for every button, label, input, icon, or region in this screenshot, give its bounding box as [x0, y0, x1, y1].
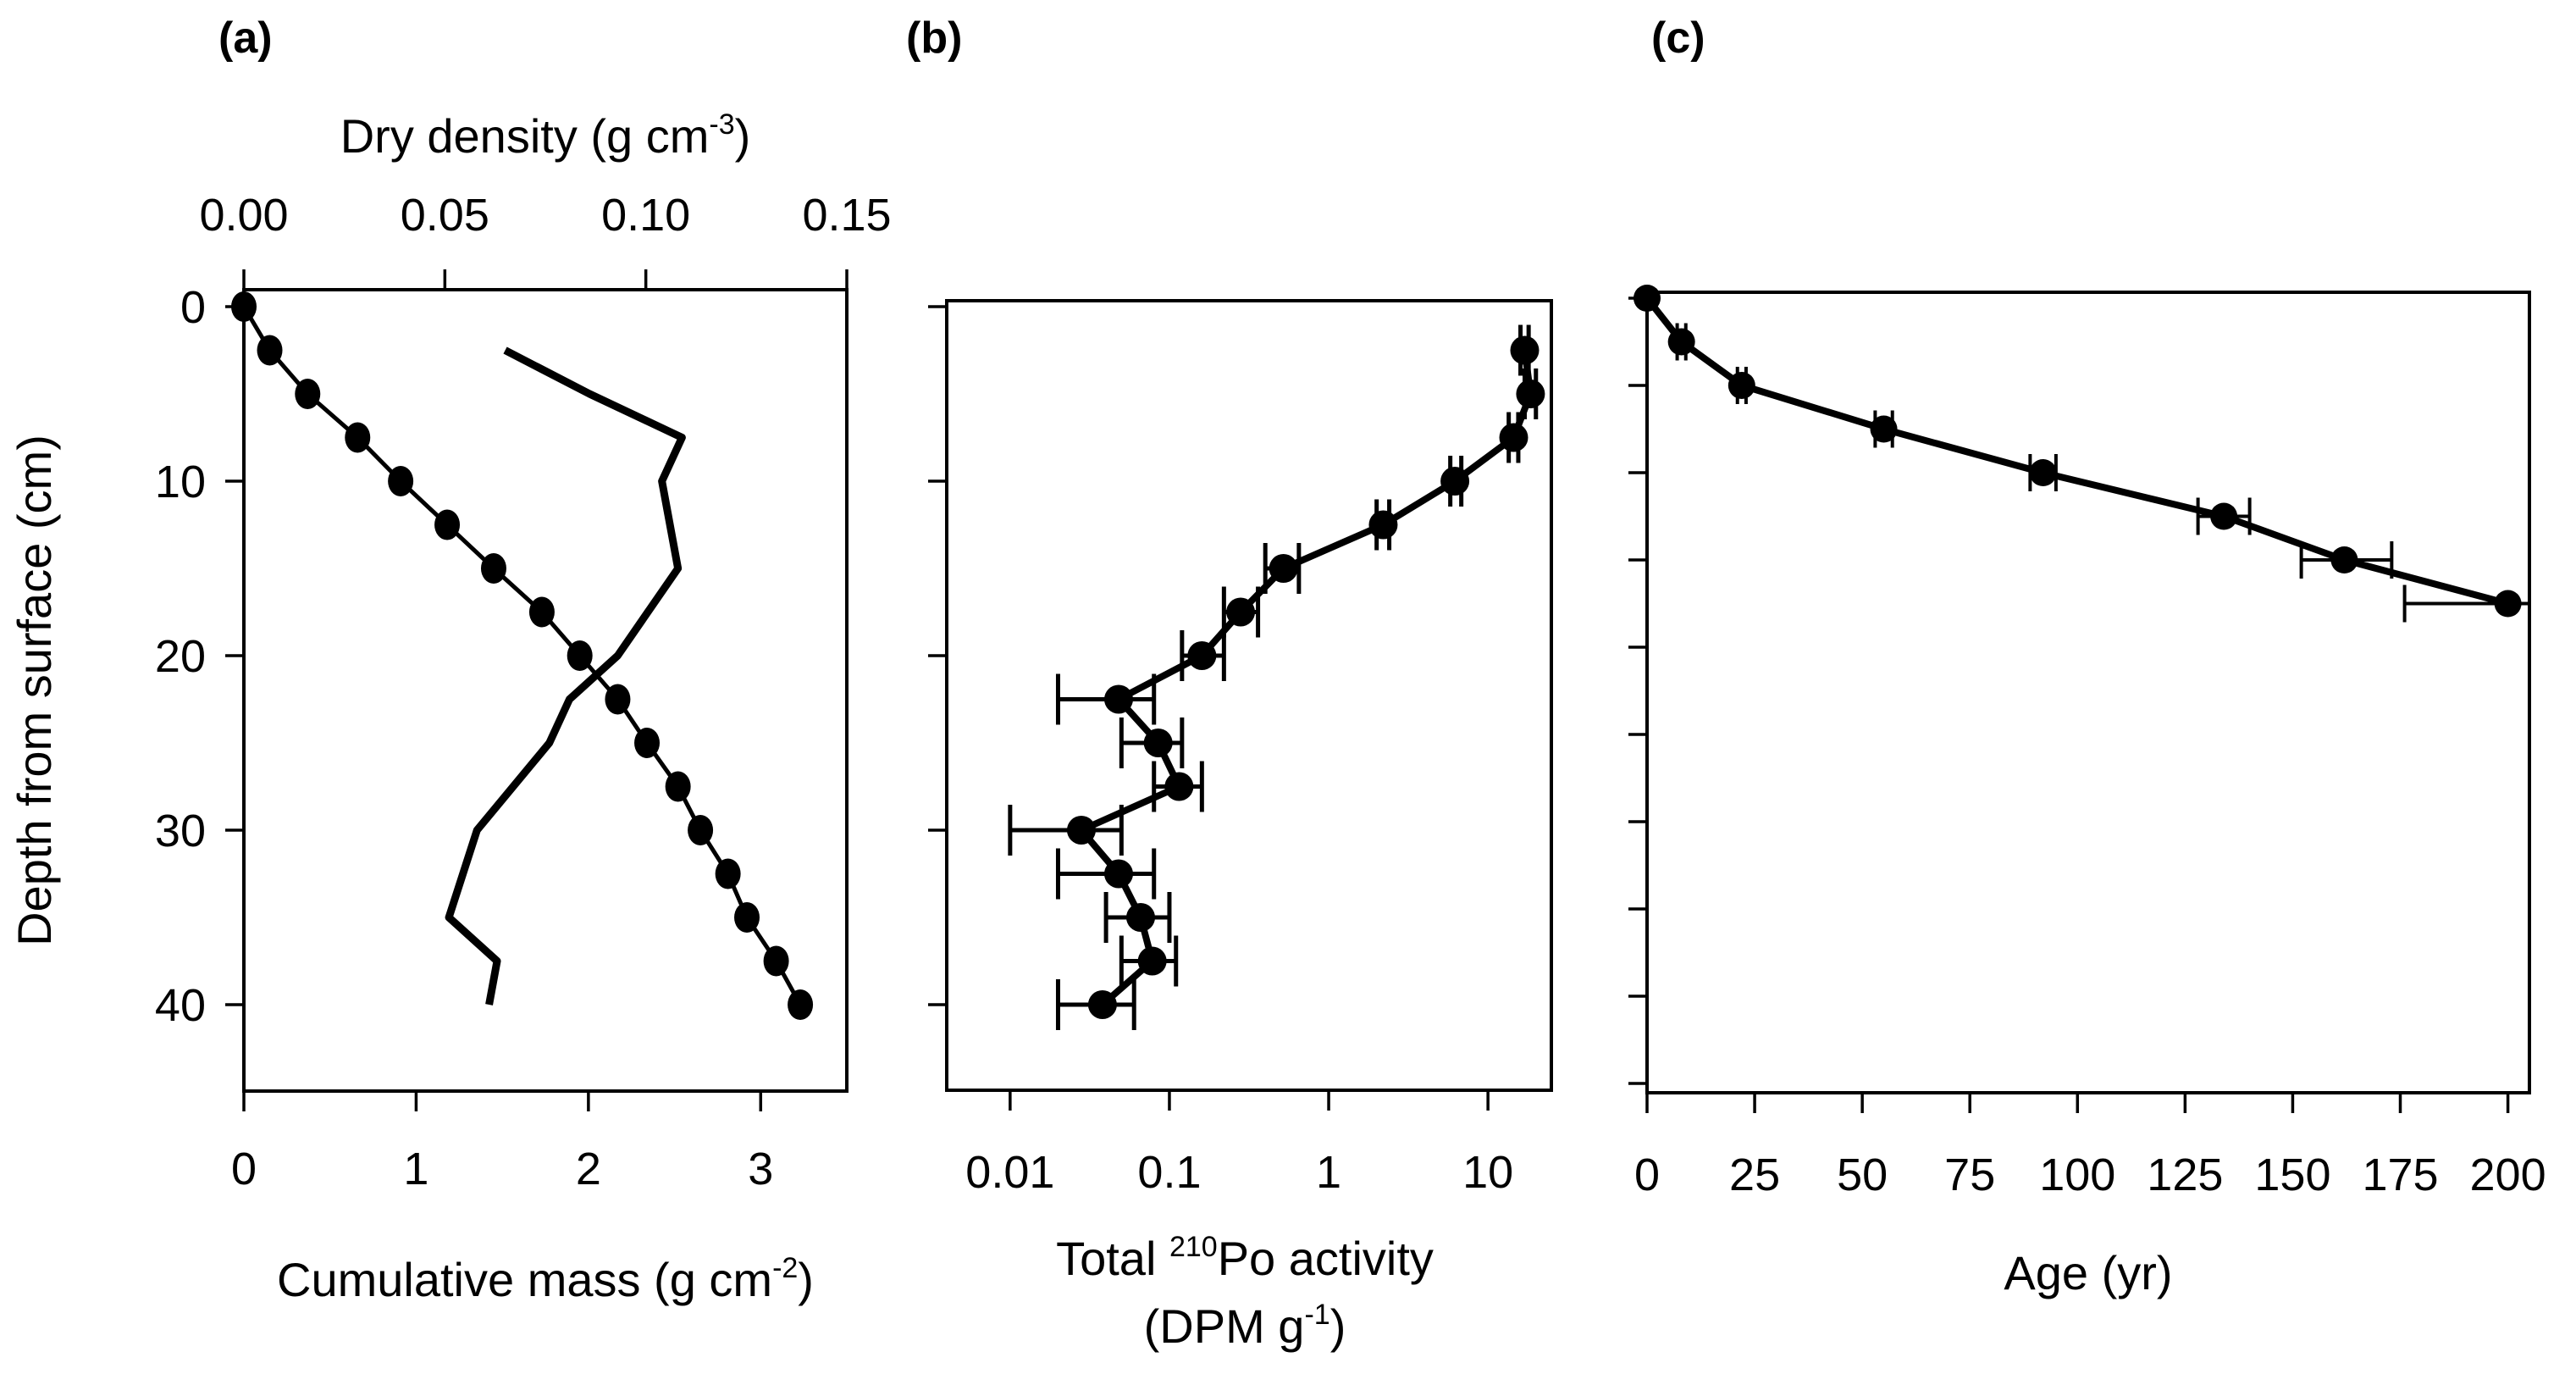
cumulative-mass-point: [345, 422, 371, 453]
x-tick-label: 100: [2039, 1150, 2115, 1200]
age-point: [1870, 415, 1898, 443]
y-axis-label: Depth from surface (cm): [8, 435, 61, 946]
po-activity-point: [1440, 467, 1470, 496]
cumulative-mass-point: [634, 728, 661, 758]
po-activity-point: [1187, 641, 1217, 670]
po-activity-point: [1368, 510, 1398, 540]
po-activity-point: [1226, 597, 1256, 627]
cumulative-mass-point: [665, 771, 691, 802]
age-point: [2330, 546, 2358, 573]
age-point: [1667, 328, 1695, 356]
cumulative-mass-point: [480, 553, 506, 584]
panel-label-c: (c): [1651, 14, 1705, 63]
po-activity-point: [1510, 335, 1540, 365]
top-x-tick-label: 0.00: [199, 190, 288, 241]
dry-density-line: [445, 346, 686, 1006]
po-activity-point: [1103, 859, 1133, 889]
po-activity-point: [1516, 380, 1545, 408]
y-tick-label: 40: [155, 980, 206, 1031]
cumulative-mass-point: [257, 335, 283, 366]
x-tick-label: 150: [2254, 1150, 2330, 1200]
panel-a-series: [231, 291, 814, 1020]
top-x-tick-label: 0.15: [802, 190, 891, 241]
po-activity-line: [1077, 349, 1534, 1008]
cumulative-mass-point: [567, 640, 593, 671]
po-activity-point: [1126, 903, 1156, 932]
y-tick-label: 0: [180, 282, 206, 333]
x-tick-label: 1: [403, 1144, 428, 1194]
panel-label-b: (b): [906, 14, 962, 63]
x-tick-label: 0: [1634, 1150, 1660, 1200]
x-tick-label: 125: [2147, 1150, 2223, 1200]
cumulative-mass-point: [528, 596, 555, 628]
y-tick-label: 10: [155, 457, 206, 507]
cumulative-mass-point: [734, 902, 760, 933]
panel-a-frame: [242, 288, 849, 1093]
panel-a-bottom-axis-label: Cumulative mass (g cm-2): [277, 1252, 814, 1306]
panel-c-frame: [1645, 291, 2531, 1094]
x-tick-label: 3: [748, 1144, 773, 1194]
cumulative-mass-point: [434, 509, 461, 540]
cumulative-mass-point: [688, 815, 714, 845]
panel-c-series: [1633, 285, 2531, 623]
x-tick-label: 175: [2362, 1150, 2438, 1200]
age-point: [2494, 590, 2522, 618]
panel-b-y-ticks: [928, 305, 947, 1006]
panel-a-x-ticks: 0 1 2 3: [231, 1091, 773, 1194]
panel-a-top-ticks: 0.00 0.05 0.10 0.15: [199, 190, 892, 290]
po-activity-point: [1499, 423, 1528, 452]
x-tick-label: 0.01: [965, 1147, 1054, 1198]
cumulative-mass-point: [715, 858, 741, 889]
panel-b: 0.01 0.1 1 10 Total 210Po activity (DPM g-1…: [928, 299, 1553, 1353]
panel-c: 0 25 50 75 100 125 150 175 200 Age (yr): [1628, 285, 2546, 1299]
panel-b-series: [1008, 324, 1545, 1030]
po-activity-point: [1087, 990, 1117, 1019]
x-tick-label: 2: [576, 1144, 601, 1194]
panel-c-y-ticks: [1628, 296, 1647, 1085]
age-point: [1633, 285, 1661, 312]
cumulative-mass-point: [763, 945, 789, 977]
panel-b-axis-label-line2: (DPM g-1): [1144, 1299, 1346, 1353]
x-tick-label: 200: [2470, 1150, 2546, 1200]
po-activity-point: [1066, 816, 1096, 845]
x-tick-label: 0.1: [1137, 1147, 1201, 1198]
panel-label-a: (a): [218, 14, 273, 63]
cumulative-mass-point: [231, 291, 257, 322]
po-activity-point: [1143, 729, 1173, 757]
x-tick-label: 25: [1729, 1150, 1780, 1200]
panel-b-frame: [945, 299, 1553, 1092]
panel-b-axis-label-line1: Total 210Po activity: [1056, 1231, 1434, 1285]
x-tick-label: 50: [1837, 1150, 1888, 1200]
x-tick-label: 75: [1944, 1150, 1995, 1200]
panel-a: 0 10 20 30 40 0 1 2 3 0.00 0.05 0.10 0.15 Depth fr…: [8, 108, 892, 1306]
age-point: [1727, 372, 1755, 399]
y-tick-label: 20: [155, 631, 206, 682]
y-tick-label: 30: [155, 806, 206, 856]
top-x-tick-label: 0.05: [401, 190, 489, 241]
panel-b-x-ticks: 0.01 0.1 1 10: [965, 1090, 1513, 1198]
cumulative-mass-point: [388, 466, 414, 496]
x-tick-label: 0: [231, 1144, 257, 1194]
po-activity-point: [1164, 772, 1194, 801]
po-activity-point: [1269, 554, 1298, 583]
cumulative-mass-line: [241, 305, 803, 1006]
po-activity-point: [1137, 946, 1167, 976]
po-activity-point: [1103, 684, 1133, 714]
top-x-tick-label: 0.10: [601, 190, 690, 241]
panel-a-top-axis-label: Dry density (g cm-3): [340, 108, 751, 163]
cumulative-mass-point: [788, 989, 814, 1020]
x-tick-label: 10: [1462, 1147, 1513, 1198]
panel-c-x-ticks: 0 25 50 75 100 125 150 175 200: [1634, 1093, 2546, 1200]
age-line: [1644, 296, 2509, 607]
age-point: [2210, 502, 2238, 530]
cumulative-mass-point: [605, 684, 631, 715]
cumulative-mass-point: [295, 379, 321, 409]
panel-a-y-ticks: 0 10 20 30 40: [155, 282, 244, 1031]
panel-c-axis-label: Age (yr): [2004, 1246, 2172, 1299]
x-tick-label: 1: [1316, 1147, 1341, 1198]
age-point: [2029, 459, 2057, 486]
